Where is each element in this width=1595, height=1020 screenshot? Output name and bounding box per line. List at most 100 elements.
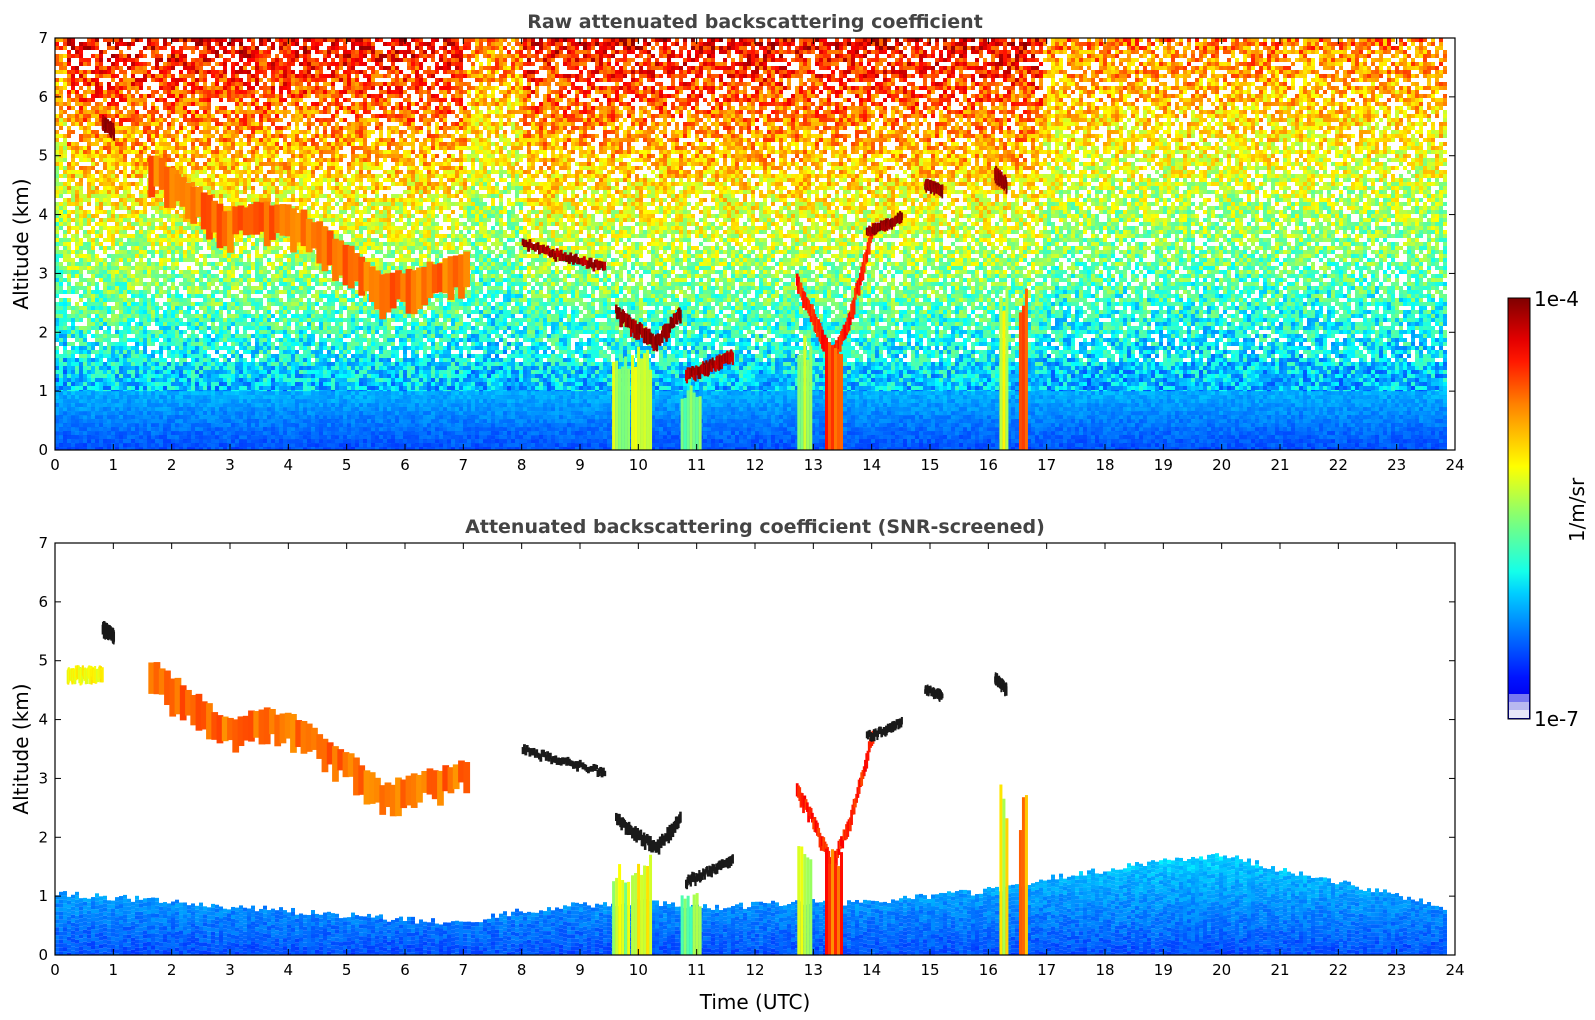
x-tick-label: 2 xyxy=(167,456,177,474)
cloud-layer xyxy=(615,812,682,855)
y-tick-label: 1 xyxy=(38,382,48,400)
x-tick-label: 5 xyxy=(342,961,352,979)
x-tick-label: 18 xyxy=(1095,456,1114,474)
x-tick-label: 22 xyxy=(1329,456,1348,474)
x-tick-label: 4 xyxy=(284,456,294,474)
x-tick-label: 13 xyxy=(804,961,823,979)
x-tick-label: 10 xyxy=(629,456,648,474)
precipitation-column xyxy=(631,855,652,955)
colorbar: 1e-4 1e-7 1/m/sr xyxy=(1508,287,1589,731)
colorbar-low-end-steps xyxy=(1509,694,1529,718)
precipitation-column xyxy=(612,356,630,450)
cloud-layer xyxy=(67,665,104,685)
x-tick-label: 11 xyxy=(687,961,706,979)
y-tick-label: 6 xyxy=(38,593,48,611)
x-tick-label: 22 xyxy=(1329,961,1348,979)
x-tick-label: 23 xyxy=(1387,456,1406,474)
y-tick-label: 5 xyxy=(38,652,48,670)
cloud-layer xyxy=(102,621,115,644)
precipitation-column xyxy=(1019,289,1028,450)
x-tick-label: 6 xyxy=(400,961,410,979)
cloud-layer xyxy=(796,731,875,870)
x-tick-label: 3 xyxy=(225,456,235,474)
x-tick-label: 12 xyxy=(745,961,764,979)
x-tick-label: 19 xyxy=(1154,961,1173,979)
y-tick-label: 3 xyxy=(38,769,48,787)
x-tick-label: 12 xyxy=(745,456,764,474)
colorbar-gradient xyxy=(1508,298,1530,719)
screened-backscatter-heatmap xyxy=(55,621,1447,959)
precipitation-column xyxy=(612,864,630,955)
x-tick-label: 21 xyxy=(1270,456,1289,474)
y-tick-label: 7 xyxy=(38,534,48,552)
y-tick-label: 6 xyxy=(38,88,48,106)
x-tick-label: 1 xyxy=(109,961,119,979)
cloud-layer xyxy=(924,685,943,702)
x-tick-label: 11 xyxy=(687,456,706,474)
screened-panel-ylabel: Altitude (km) xyxy=(9,683,33,814)
x-tick-label: 20 xyxy=(1212,456,1231,474)
x-tick-label: 15 xyxy=(920,456,939,474)
x-tick-label: 8 xyxy=(517,456,527,474)
x-tick-label: 9 xyxy=(575,456,585,474)
y-tick-label: 7 xyxy=(38,29,48,47)
cloud-layer xyxy=(994,672,1007,696)
screened-backscatter-panel: Attenuated backscattering coefficient (S… xyxy=(9,516,1465,1014)
x-tick-label: 17 xyxy=(1037,456,1056,474)
x-tick-label: 6 xyxy=(400,456,410,474)
x-tick-label: 1 xyxy=(109,456,119,474)
x-tick-label: 10 xyxy=(629,961,648,979)
y-tick-label: 5 xyxy=(38,147,48,165)
raw-backscatter-panel: Raw attenuated backscattering coefficien… xyxy=(9,11,1465,474)
x-tick-label: 0 xyxy=(50,961,60,979)
x-tick-label: 23 xyxy=(1387,961,1406,979)
x-tick-label: 16 xyxy=(979,456,998,474)
cloud-layer xyxy=(148,662,470,816)
x-tick-label: 4 xyxy=(284,961,294,979)
x-tick-label: 9 xyxy=(575,961,585,979)
x-tick-label: 15 xyxy=(920,961,939,979)
colorbar-step xyxy=(1509,694,1529,702)
precipitation-column xyxy=(825,338,843,450)
x-tick-label: 17 xyxy=(1037,961,1056,979)
precipitation-column xyxy=(999,785,1008,955)
x-tick-label: 2 xyxy=(167,961,177,979)
screened-panel-title: Attenuated backscattering coefficient (S… xyxy=(465,516,1045,538)
y-tick-label: 3 xyxy=(38,264,48,282)
x-tick-label: 16 xyxy=(979,961,998,979)
time-xlabel: Time (UTC) xyxy=(699,990,811,1014)
x-tick-label: 7 xyxy=(459,961,469,979)
colorbar-min-label: 1e-7 xyxy=(1534,707,1579,731)
x-tick-label: 3 xyxy=(225,961,235,979)
x-tick-label: 18 xyxy=(1095,961,1114,979)
raw-panel-ylabel: Altitude (km) xyxy=(9,178,33,309)
precipitation-column xyxy=(797,846,812,955)
precipitation-column xyxy=(681,893,702,955)
x-tick-label: 7 xyxy=(459,456,469,474)
cloud-layer xyxy=(522,744,607,777)
precipitation-column xyxy=(1019,795,1028,955)
raw-panel-title: Raw attenuated backscattering coefficien… xyxy=(527,11,983,33)
colorbar-max-label: 1e-4 xyxy=(1534,287,1579,311)
x-tick-label: 5 xyxy=(342,456,352,474)
x-tick-label: 21 xyxy=(1270,961,1289,979)
y-tick-label: 0 xyxy=(38,441,48,459)
x-tick-label: 20 xyxy=(1212,961,1231,979)
x-tick-label: 24 xyxy=(1445,961,1464,979)
precipitation-column xyxy=(999,288,1008,450)
backscatter-figure: Raw attenuated backscattering coefficien… xyxy=(0,0,1595,1020)
x-tick-label: 14 xyxy=(862,961,881,979)
x-tick-label: 14 xyxy=(862,456,881,474)
cloud-layer xyxy=(866,717,903,742)
x-tick-label: 0 xyxy=(50,456,60,474)
colorbar-unit-label: 1/m/sr xyxy=(1565,477,1589,542)
y-tick-label: 1 xyxy=(38,887,48,905)
x-tick-label: 19 xyxy=(1154,456,1173,474)
y-tick-label: 0 xyxy=(38,946,48,964)
colorbar-step xyxy=(1509,702,1529,710)
y-tick-label: 2 xyxy=(38,828,48,846)
x-tick-label: 13 xyxy=(804,456,823,474)
y-tick-label: 2 xyxy=(38,323,48,341)
x-tick-label: 24 xyxy=(1445,456,1464,474)
y-tick-label: 4 xyxy=(38,206,48,224)
